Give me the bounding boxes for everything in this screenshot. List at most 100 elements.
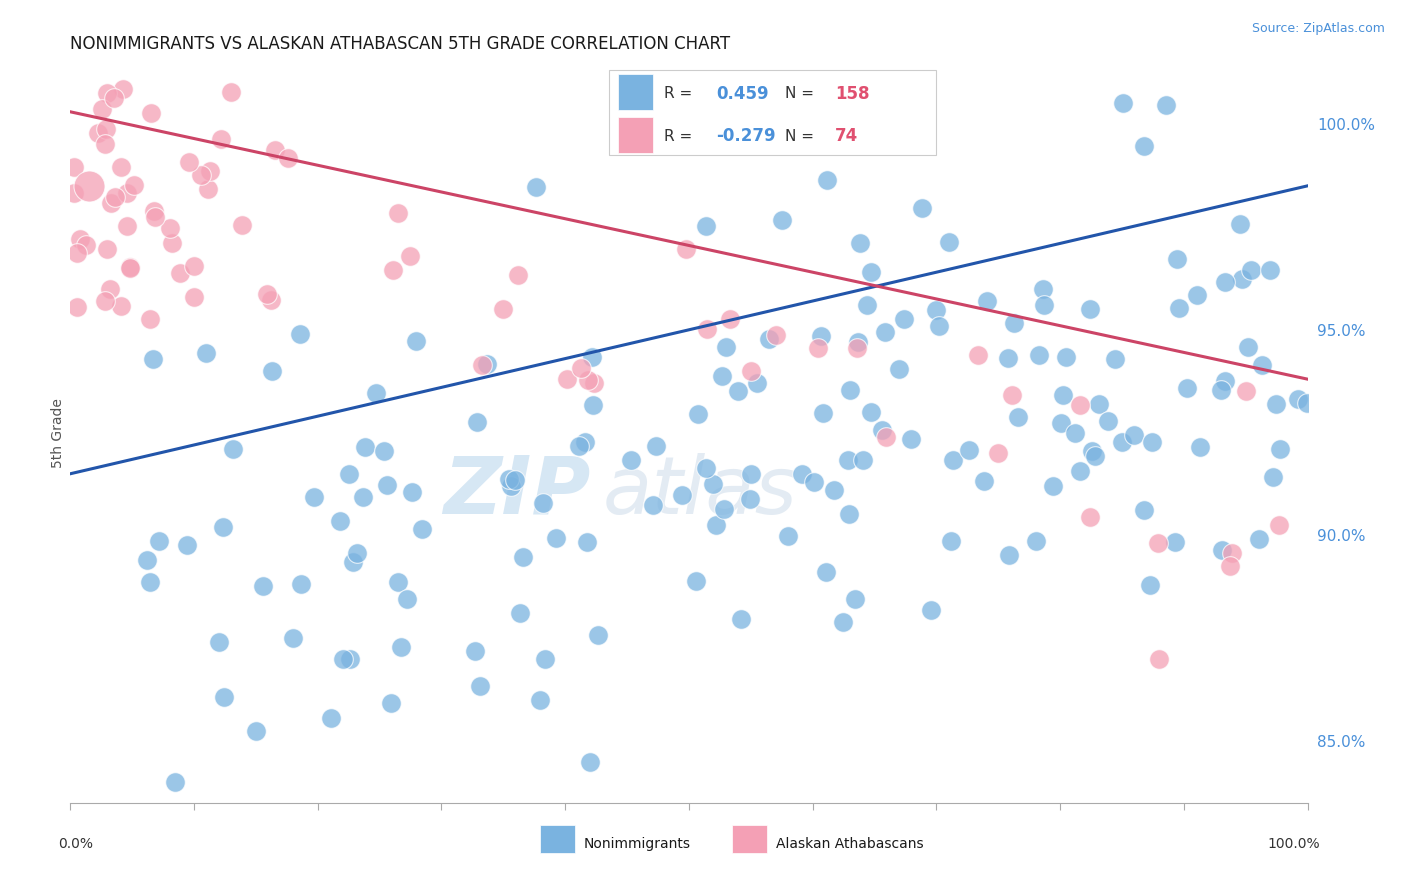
Point — [288, 326, 311, 341]
FancyBboxPatch shape — [540, 825, 575, 853]
Point — [924, 303, 946, 318]
FancyBboxPatch shape — [619, 74, 652, 110]
Point — [1211, 543, 1233, 558]
Point — [498, 472, 520, 486]
Point — [212, 690, 235, 705]
Text: ZIP: ZIP — [443, 453, 591, 531]
Point — [375, 477, 398, 491]
Point — [1123, 428, 1146, 442]
Point — [139, 105, 162, 120]
Point — [997, 351, 1019, 366]
Text: 74: 74 — [835, 128, 858, 145]
Point — [66, 246, 89, 260]
Point — [838, 507, 860, 521]
Point — [718, 312, 741, 326]
Point — [281, 632, 304, 646]
Point — [401, 484, 423, 499]
Point — [582, 398, 605, 412]
Text: R =: R = — [664, 87, 697, 101]
Point — [104, 190, 127, 204]
Point — [1097, 414, 1119, 428]
Point — [290, 577, 312, 591]
Point — [942, 453, 965, 467]
Point — [1042, 478, 1064, 492]
Point — [1166, 252, 1188, 266]
Point — [176, 538, 198, 552]
Point — [110, 299, 132, 313]
Point — [531, 496, 554, 510]
Point — [966, 347, 988, 361]
Point — [1261, 470, 1284, 484]
Point — [576, 373, 599, 387]
Point — [1167, 301, 1189, 315]
Point — [352, 490, 374, 504]
Point — [939, 533, 962, 548]
Point — [364, 385, 387, 400]
Point — [342, 555, 364, 569]
Point — [118, 260, 141, 275]
Point — [142, 203, 165, 218]
Point — [69, 232, 91, 246]
Point — [93, 136, 115, 151]
Text: N =: N = — [786, 87, 820, 101]
Text: Nonimmigrants: Nonimmigrants — [583, 837, 690, 850]
Point — [211, 520, 233, 534]
Point — [380, 696, 402, 710]
Point — [765, 327, 787, 342]
Point — [110, 160, 132, 174]
Point — [1251, 358, 1274, 372]
Point — [575, 535, 598, 549]
Point — [1147, 535, 1170, 549]
Point — [471, 358, 494, 372]
Point — [399, 249, 422, 263]
Point — [803, 475, 825, 490]
Point — [581, 351, 603, 365]
Point — [671, 488, 693, 502]
Point — [976, 293, 998, 308]
Point — [778, 528, 800, 542]
Point — [1104, 351, 1126, 366]
Point — [837, 453, 859, 467]
Point — [492, 302, 515, 317]
Point — [856, 298, 879, 312]
Point — [1234, 384, 1257, 399]
Point — [1258, 263, 1281, 277]
Point — [190, 169, 212, 183]
Point — [870, 423, 893, 437]
Point — [1185, 288, 1208, 302]
Point — [1052, 388, 1074, 402]
Point — [100, 196, 122, 211]
Point — [509, 607, 531, 621]
Point — [579, 755, 602, 769]
Point — [1069, 398, 1091, 412]
Point — [1078, 510, 1101, 524]
Point — [875, 325, 897, 339]
Point — [998, 548, 1021, 562]
Point — [696, 322, 718, 336]
Point — [546, 531, 568, 545]
Point — [714, 340, 737, 354]
Point — [529, 693, 551, 707]
Point — [94, 121, 117, 136]
Point — [63, 186, 86, 200]
Point — [1139, 578, 1161, 592]
Point — [1268, 517, 1291, 532]
Point — [260, 293, 283, 307]
Point — [1084, 450, 1107, 464]
Point — [586, 628, 609, 642]
Point — [1069, 464, 1091, 478]
Point — [740, 467, 762, 481]
Point — [222, 442, 245, 456]
Point — [1164, 534, 1187, 549]
Point — [928, 319, 950, 334]
Point — [823, 483, 845, 498]
Point — [277, 152, 299, 166]
Point — [811, 406, 834, 420]
Point — [381, 263, 404, 277]
Point — [1213, 375, 1236, 389]
Point — [115, 186, 138, 200]
Point — [846, 342, 869, 356]
Point — [256, 287, 278, 301]
Point — [738, 491, 761, 506]
Point — [169, 266, 191, 280]
